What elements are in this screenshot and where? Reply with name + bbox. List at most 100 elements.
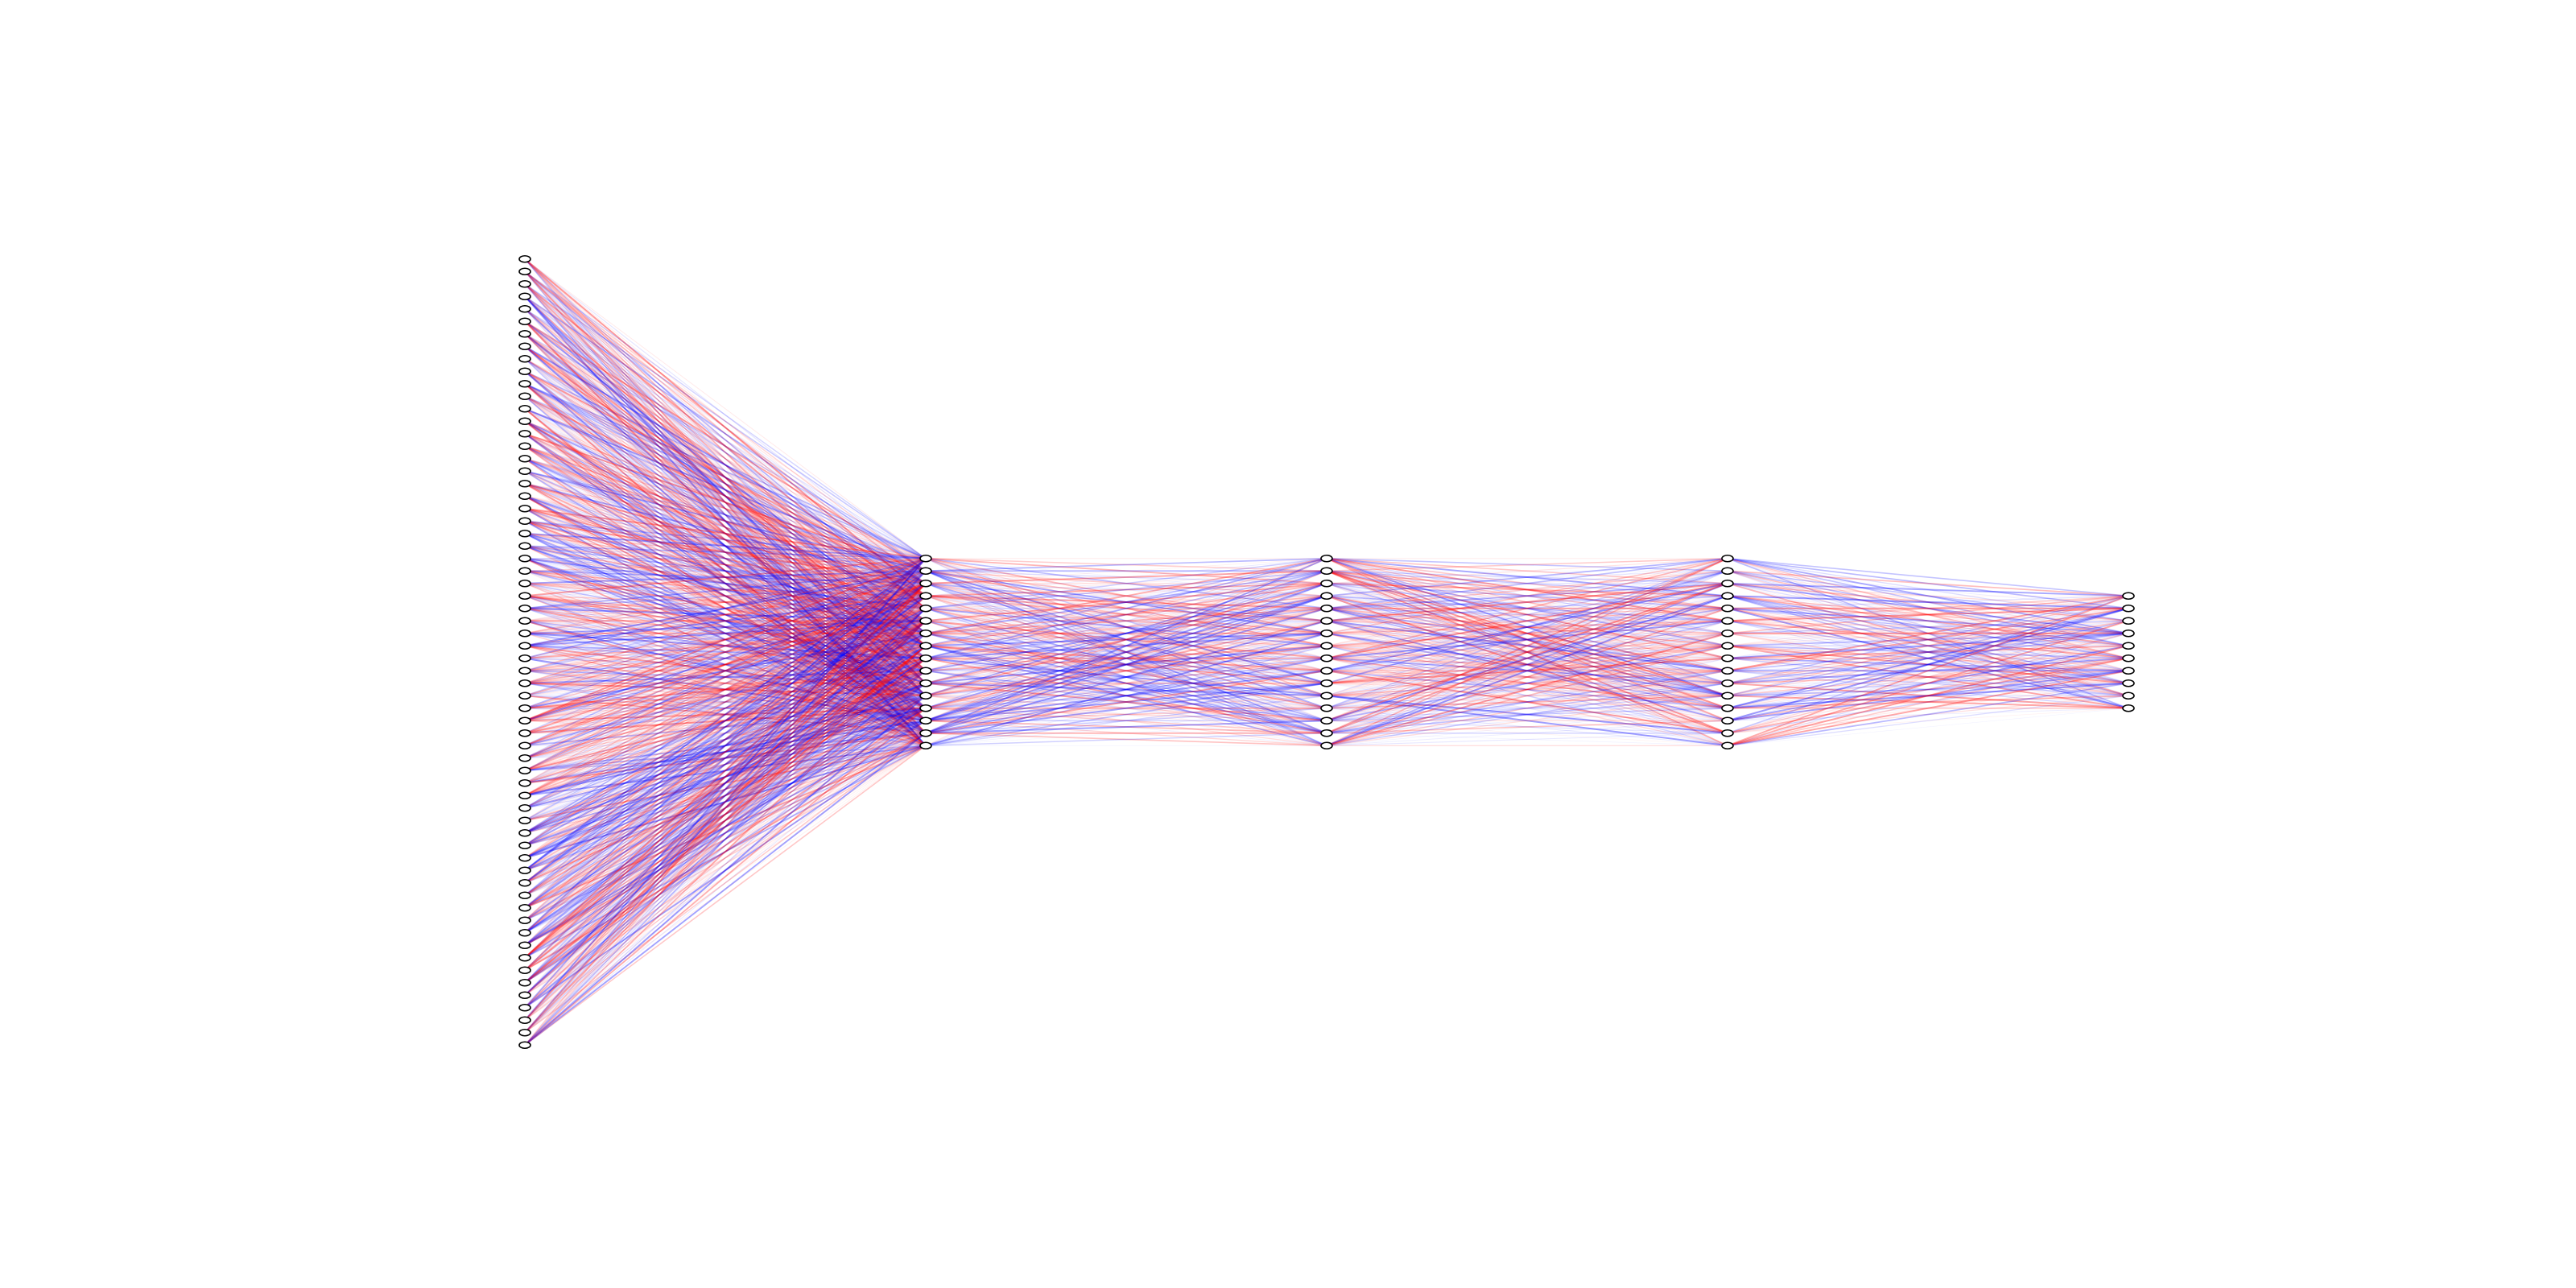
connection	[524, 395, 927, 621]
connection	[524, 458, 927, 671]
connection	[524, 720, 927, 959]
connection	[524, 658, 927, 671]
connection	[925, 558, 1327, 684]
neuron-hidden-1	[919, 554, 932, 563]
connection	[1727, 558, 2129, 621]
connection	[925, 670, 1327, 684]
connection	[524, 633, 927, 646]
connection	[1727, 570, 2129, 671]
connection	[524, 433, 927, 597]
neuron-hidden-2	[1320, 729, 1333, 737]
connection	[524, 320, 927, 734]
connection	[1326, 620, 1728, 734]
connection	[524, 695, 927, 784]
connection	[925, 583, 1327, 609]
connection	[1727, 645, 2129, 684]
neuron-hidden-1	[919, 567, 932, 576]
connection	[925, 670, 1327, 722]
connection	[524, 395, 927, 584]
connection	[524, 558, 927, 621]
connection	[524, 683, 927, 1021]
connection	[524, 532, 927, 572]
connection	[524, 683, 927, 721]
connection	[925, 633, 1327, 671]
connection	[1326, 658, 1728, 696]
connection	[925, 658, 1327, 746]
connection	[1326, 570, 1728, 697]
connection	[1326, 607, 1728, 672]
neuron-hidden-1	[919, 704, 932, 712]
neuron-input	[518, 928, 531, 937]
connection	[524, 495, 927, 684]
connection	[524, 570, 927, 946]
connection	[925, 670, 1327, 746]
connection	[1326, 695, 1728, 721]
connection	[524, 370, 927, 734]
connection	[524, 308, 927, 659]
connection	[524, 545, 927, 559]
connection	[524, 633, 927, 746]
connection	[524, 670, 927, 696]
connection	[925, 583, 1327, 684]
connection	[925, 608, 1327, 621]
connection	[524, 395, 927, 696]
connection	[1326, 645, 1728, 747]
connection	[524, 708, 927, 896]
connection	[524, 645, 927, 1046]
neuron-input	[518, 716, 531, 725]
connection	[524, 570, 927, 584]
connection	[524, 720, 927, 1009]
connection	[524, 720, 927, 846]
connection	[524, 670, 927, 796]
connection	[1326, 570, 1728, 584]
connection	[1727, 658, 2129, 746]
neuron-input	[518, 791, 531, 800]
connection	[1326, 658, 1728, 746]
connection	[524, 333, 927, 746]
connection	[1727, 570, 2129, 696]
connection	[524, 258, 927, 572]
connection	[524, 358, 927, 584]
connection	[524, 470, 927, 696]
connection	[524, 507, 927, 609]
connection	[524, 695, 927, 934]
connection	[524, 270, 927, 634]
connection	[925, 645, 1327, 672]
connection	[1727, 670, 2129, 684]
connection	[524, 395, 927, 572]
connection	[524, 433, 927, 559]
connection	[1326, 595, 1728, 646]
connection	[1326, 595, 1728, 746]
connection	[1326, 608, 1728, 634]
connection	[925, 620, 1327, 684]
connection	[524, 445, 927, 659]
connection	[524, 583, 927, 871]
connection	[524, 545, 927, 634]
connection	[1326, 683, 1728, 696]
connection	[524, 620, 927, 871]
connection	[524, 720, 927, 746]
neuron-input	[518, 803, 531, 812]
connection	[524, 583, 927, 834]
connection	[524, 620, 927, 709]
connection	[524, 608, 927, 959]
connection	[1326, 670, 1728, 709]
connection	[524, 570, 927, 621]
connection	[524, 695, 927, 771]
neuron-hidden-3	[1721, 592, 1734, 601]
connection	[1326, 595, 1728, 609]
connection	[925, 707, 1327, 734]
connection	[1326, 570, 1728, 597]
connection	[524, 508, 927, 671]
connection	[524, 308, 927, 746]
connection	[1326, 607, 1728, 697]
connection	[1727, 595, 2129, 659]
connection	[524, 358, 927, 559]
connection	[1727, 658, 2129, 671]
neuron-input	[518, 254, 531, 263]
connection	[524, 458, 927, 746]
connection	[524, 258, 927, 746]
connection	[1326, 583, 1728, 597]
connection	[925, 620, 1327, 634]
connection	[1727, 583, 2129, 646]
